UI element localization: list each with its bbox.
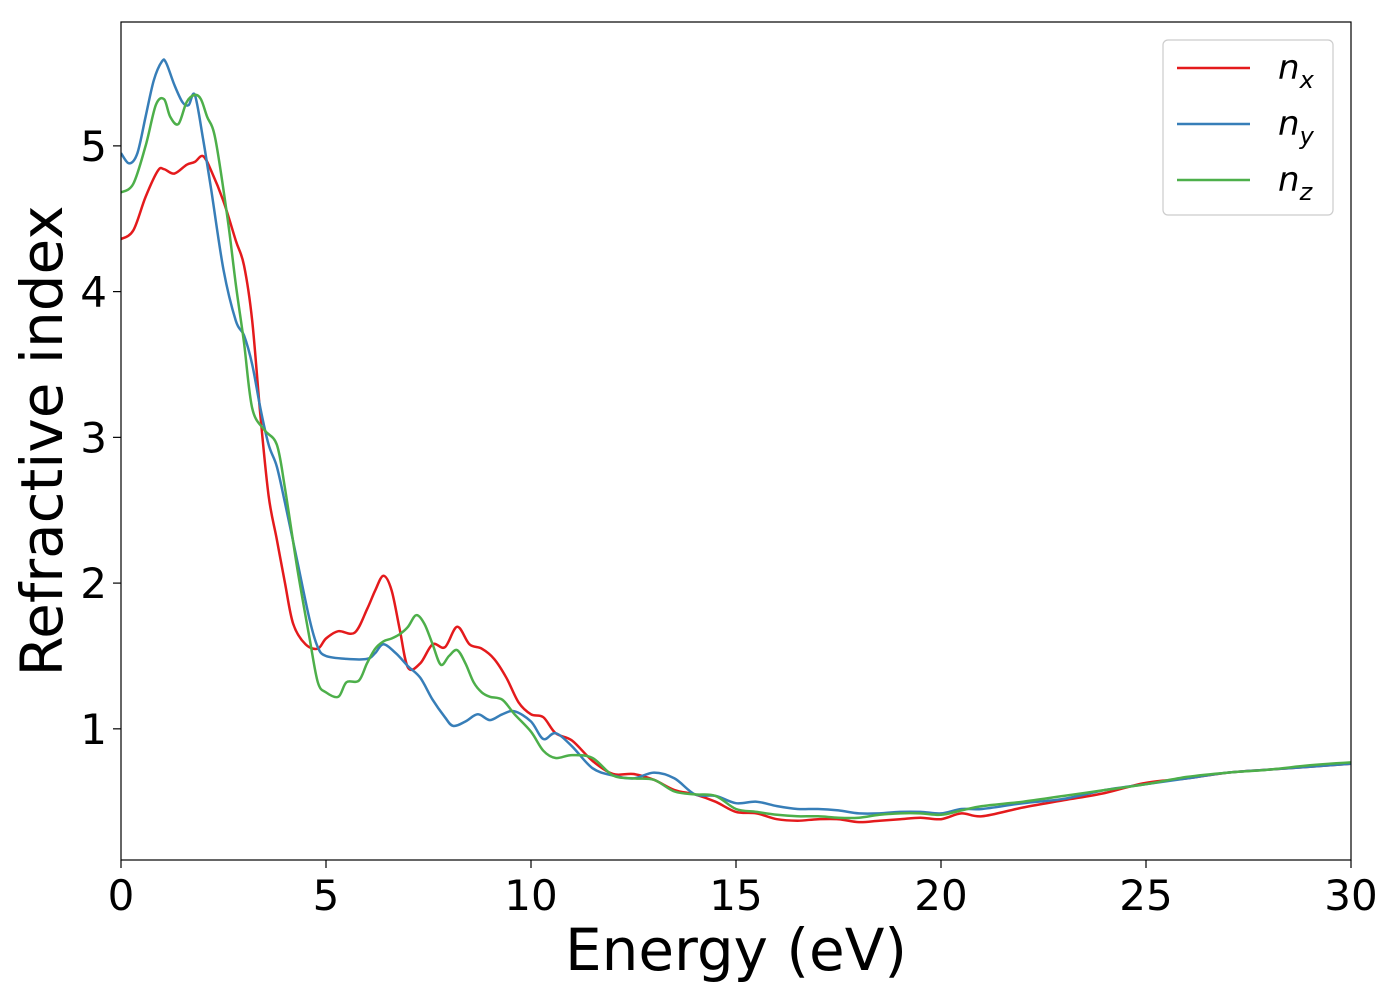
- x-tick-label: 30: [1324, 871, 1377, 920]
- legend-label-y: ny: [1278, 104, 1315, 150]
- series-line-z: [121, 93, 1351, 820]
- legend: nx ny nz: [1162, 39, 1334, 216]
- y-axis-label: Refractive index: [8, 205, 76, 676]
- legend-box: [1162, 39, 1334, 216]
- series-layer: [121, 58, 1351, 824]
- y-tick-label: 4: [80, 268, 107, 317]
- legend-label-x: nx: [1278, 48, 1315, 94]
- y-axis: 1 2 3 4 5: [80, 122, 121, 754]
- y-tick-label: 5: [80, 122, 107, 171]
- y-tick-label: 2: [80, 559, 107, 608]
- series-line-y: [121, 58, 1351, 815]
- x-tick-label: 5: [313, 871, 340, 920]
- x-tick-label: 0: [108, 871, 135, 920]
- x-axis: 0 5 10 15 20 25 30: [108, 860, 1378, 920]
- y-tick-label: 1: [80, 705, 107, 754]
- x-tick-label: 25: [1119, 871, 1172, 920]
- x-tick-label: 20: [914, 871, 967, 920]
- legend-label-z: nz: [1278, 160, 1314, 206]
- x-tick-label: 15: [709, 871, 762, 920]
- x-axis-label: Energy (eV): [565, 916, 907, 984]
- x-tick-label: 10: [504, 871, 557, 920]
- series-line-x: [121, 154, 1351, 824]
- y-tick-label: 3: [80, 413, 107, 462]
